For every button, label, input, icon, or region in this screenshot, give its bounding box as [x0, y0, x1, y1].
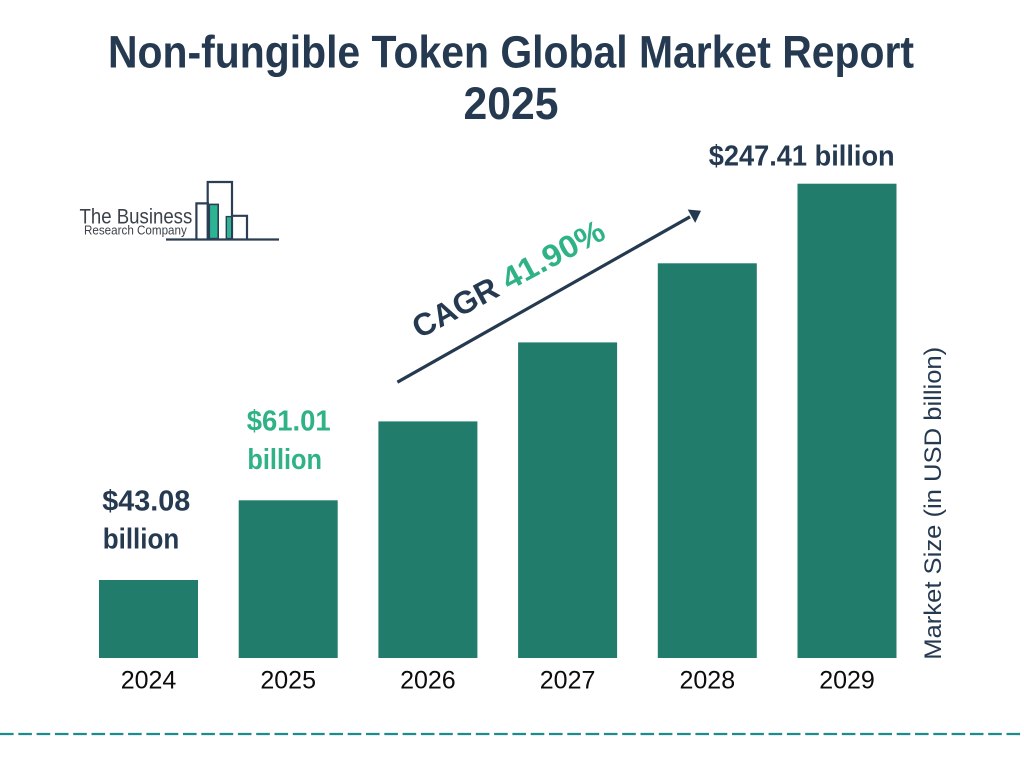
- svg-text:$247.41 billion: $247.41 billion: [709, 140, 895, 172]
- svg-text:The Business: The Business: [80, 206, 193, 229]
- svg-text:2026: 2026: [400, 666, 456, 694]
- svg-text:Market Size (in USD billion): Market Size (in USD billion): [920, 347, 947, 660]
- svg-text:$43.08: $43.08: [102, 486, 190, 518]
- svg-text:2027: 2027: [540, 666, 596, 694]
- svg-text:2028: 2028: [679, 666, 735, 694]
- svg-text:Non-fungible Token Global Mark: Non-fungible Token Global Market Report: [108, 27, 914, 78]
- svg-text:2025: 2025: [260, 666, 316, 694]
- svg-text:$61.01: $61.01: [247, 406, 331, 438]
- svg-text:2025: 2025: [464, 78, 559, 129]
- svg-text:2024: 2024: [121, 666, 177, 694]
- svg-text:Research Company: Research Company: [84, 223, 187, 237]
- svg-text:2029: 2029: [819, 666, 875, 694]
- svg-text:billion: billion: [247, 444, 322, 476]
- svg-text:billion: billion: [103, 523, 180, 555]
